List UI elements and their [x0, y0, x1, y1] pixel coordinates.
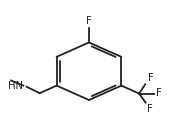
Text: F: F	[147, 104, 153, 114]
Text: F: F	[156, 88, 162, 98]
Text: F: F	[86, 16, 92, 26]
Text: HN: HN	[8, 81, 23, 91]
Text: F: F	[148, 73, 153, 83]
